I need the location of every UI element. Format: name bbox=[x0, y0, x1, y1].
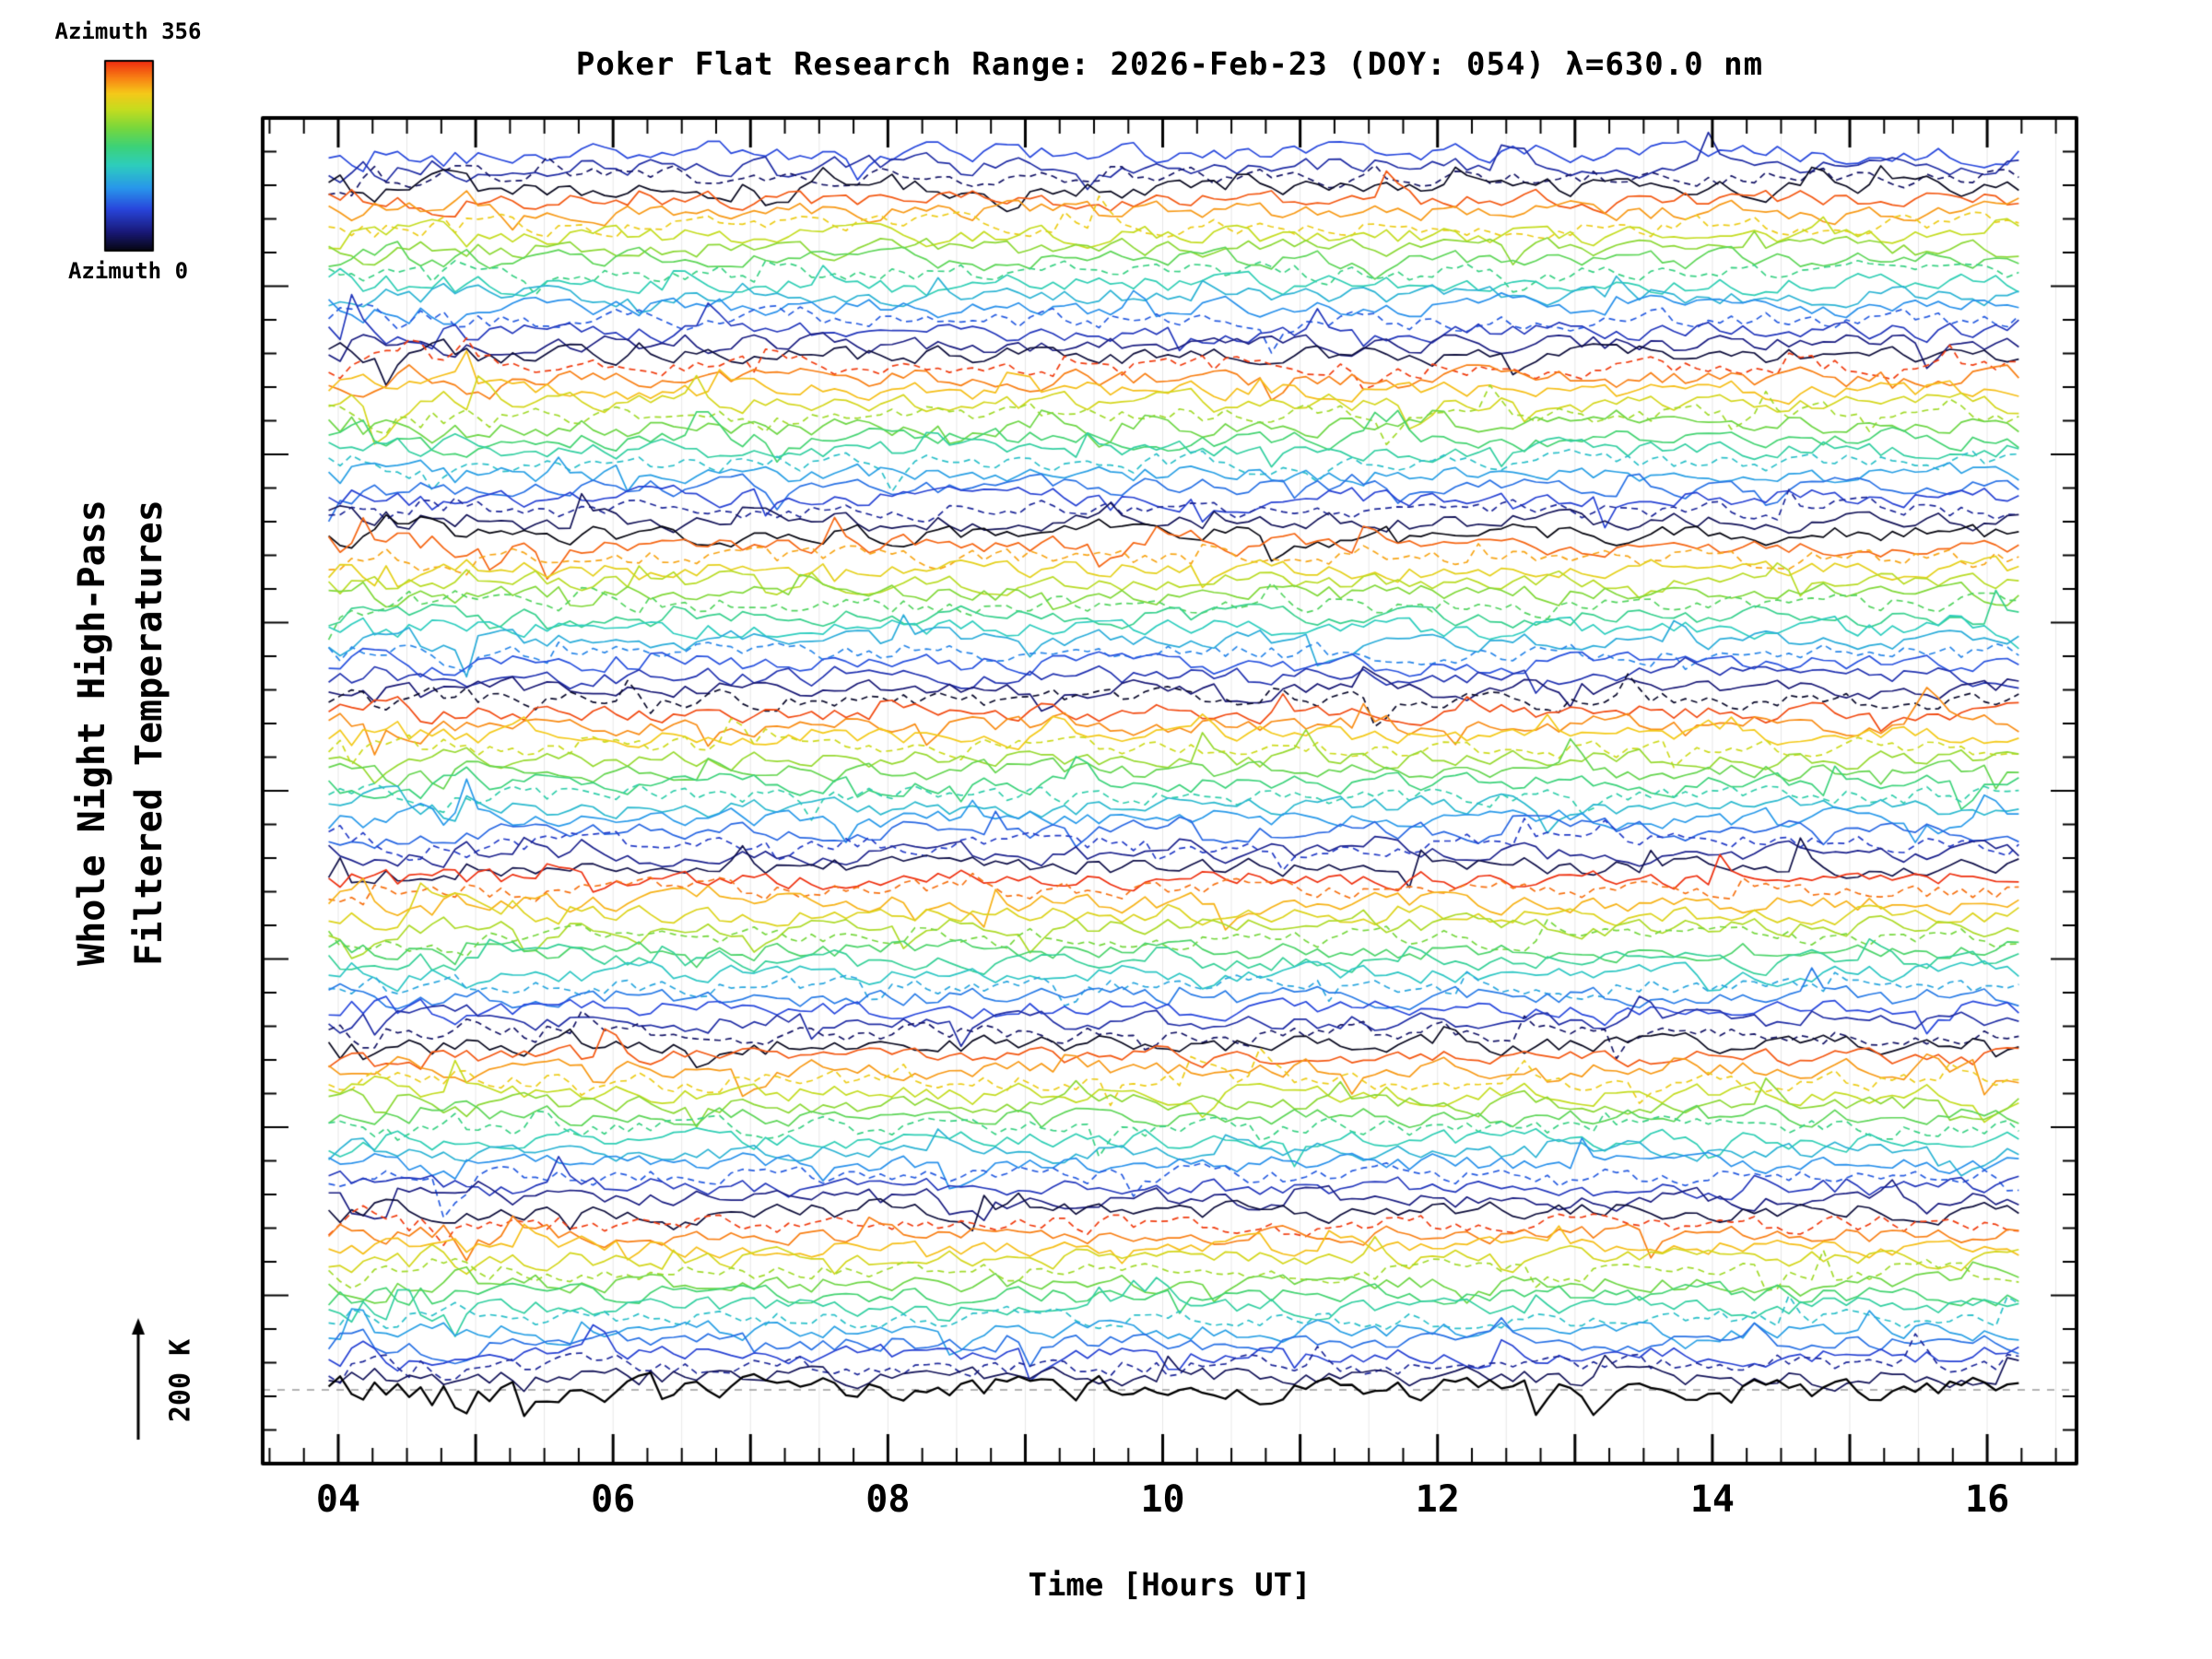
x-tick-label: 08 bbox=[865, 1478, 911, 1521]
x-tick-label: 14 bbox=[1689, 1478, 1735, 1521]
colorbar-top-label: Azimuth 356 bbox=[54, 18, 202, 44]
colorbar-bottom-label: Azimuth 0 bbox=[67, 258, 189, 284]
x-tick-label: 10 bbox=[1140, 1478, 1185, 1521]
chart-title: Poker Flat Research Range: 2026-Feb-23 (… bbox=[575, 46, 1764, 83]
scale-bar-label: 200 K bbox=[164, 1338, 197, 1423]
x-tick-label: 12 bbox=[1415, 1478, 1460, 1521]
x-tick-label: 06 bbox=[591, 1478, 636, 1521]
x-axis-label: Time [Hours UT] bbox=[1028, 1567, 1312, 1604]
y-axis-label-line1: Whole Night High-Pass bbox=[71, 500, 113, 966]
y-axis-label: Whole Night High-Pass Filtered Temperatu… bbox=[64, 500, 178, 966]
x-tick-label: 04 bbox=[315, 1478, 361, 1521]
y-axis-label-line2: Filtered Temperatures bbox=[128, 500, 171, 966]
x-tick-label: 16 bbox=[1964, 1478, 2010, 1521]
